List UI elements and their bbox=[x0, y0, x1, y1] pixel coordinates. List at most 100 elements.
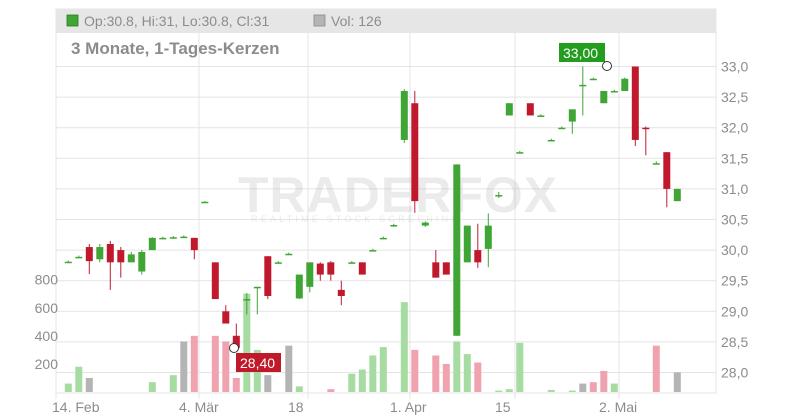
candle bbox=[463, 225, 471, 263]
volume-bar bbox=[673, 372, 681, 392]
candle bbox=[75, 255, 83, 259]
volume-bar bbox=[243, 293, 251, 392]
candle-body bbox=[558, 127, 566, 130]
candle bbox=[243, 292, 251, 315]
candle-body bbox=[117, 250, 125, 263]
date-tick-label: 2. Mai bbox=[599, 399, 637, 415]
volume-tick-label: 400 bbox=[35, 328, 59, 344]
candle-body bbox=[169, 237, 177, 239]
price-tick-label: 30,0 bbox=[721, 242, 748, 258]
candle bbox=[358, 262, 366, 275]
volume-bar bbox=[169, 375, 177, 392]
candle-body bbox=[631, 66, 639, 140]
price-tick-label: 31,0 bbox=[721, 181, 748, 197]
volume-bar bbox=[232, 377, 240, 392]
candle-body bbox=[463, 225, 471, 263]
volume-bar bbox=[369, 355, 377, 392]
volume-bar bbox=[474, 362, 482, 392]
traderfox-watermark: TRADERFOX REALTIME STOCK SCREENING bbox=[238, 167, 557, 224]
candle-body bbox=[285, 253, 293, 256]
candle-body bbox=[442, 262, 450, 275]
volume-bar bbox=[295, 386, 303, 392]
high-marker bbox=[602, 61, 612, 71]
candle bbox=[537, 114, 545, 117]
date-axis: 14. Feb 4. Mär 18 1. Apr 15 2. Mai bbox=[52, 399, 637, 415]
candle bbox=[169, 236, 177, 239]
candle bbox=[180, 235, 188, 239]
volume-bars bbox=[64, 293, 681, 392]
candle-body bbox=[537, 115, 545, 117]
volume-bar bbox=[411, 349, 419, 392]
candle bbox=[495, 191, 503, 199]
volume-bar bbox=[85, 377, 93, 392]
low-marker bbox=[229, 343, 239, 353]
candle bbox=[211, 262, 219, 300]
legend-band bbox=[56, 9, 716, 33]
candle bbox=[516, 150, 524, 154]
candle-body bbox=[379, 237, 387, 240]
high-callout-box bbox=[559, 43, 605, 62]
high-callout: 33,00 bbox=[559, 43, 612, 71]
candle bbox=[264, 256, 272, 300]
price-tick-label: 30,5 bbox=[721, 212, 748, 228]
volume-bar bbox=[610, 383, 618, 392]
candle bbox=[138, 250, 146, 275]
candle-body bbox=[274, 262, 282, 264]
candle bbox=[327, 261, 335, 281]
candle-body bbox=[673, 188, 681, 202]
volume-bar bbox=[264, 375, 272, 392]
price-tick-label: 31,5 bbox=[721, 150, 748, 166]
candle-body bbox=[526, 103, 534, 116]
candle bbox=[526, 103, 534, 116]
volume-bar bbox=[348, 373, 356, 392]
volume-bar bbox=[495, 390, 503, 392]
candle bbox=[600, 90, 608, 104]
candle-body bbox=[547, 139, 555, 142]
volume-bar bbox=[190, 335, 198, 392]
candle bbox=[106, 240, 114, 290]
candlesticks bbox=[64, 66, 681, 350]
volume-bar bbox=[568, 390, 576, 392]
candle bbox=[400, 89, 408, 143]
candle bbox=[316, 262, 324, 281]
candle bbox=[85, 243, 93, 274]
candle-body bbox=[390, 225, 398, 227]
volume-bar bbox=[211, 335, 219, 392]
price-tick-label: 32,5 bbox=[721, 89, 748, 105]
volume-bar bbox=[432, 355, 440, 392]
volume-bar bbox=[75, 366, 83, 392]
candle bbox=[148, 237, 156, 251]
candle-body bbox=[652, 163, 660, 165]
volume-tick-label: 800 bbox=[35, 272, 59, 288]
price-tick-label: 28,5 bbox=[721, 334, 748, 350]
candle-body bbox=[295, 274, 303, 299]
candle-body bbox=[358, 262, 366, 275]
candle bbox=[96, 243, 104, 263]
candle bbox=[190, 237, 198, 260]
volume-bar bbox=[453, 341, 461, 392]
candle-body bbox=[327, 262, 335, 275]
candle-body bbox=[190, 237, 198, 251]
candle-body bbox=[495, 195, 503, 197]
candle-body bbox=[474, 250, 482, 263]
candle bbox=[159, 236, 167, 240]
candle bbox=[64, 260, 72, 264]
candle bbox=[558, 126, 566, 130]
volume-bar bbox=[547, 389, 555, 392]
ohlc-legend: Op:30.8, Hi:31, Lo:30.8, Cl:31 bbox=[84, 13, 269, 29]
candle-body bbox=[600, 90, 608, 104]
candle bbox=[484, 213, 492, 268]
volume-tick-label: 200 bbox=[35, 356, 59, 372]
candle-body bbox=[516, 152, 524, 154]
candle-body bbox=[138, 251, 146, 272]
candle bbox=[579, 66, 587, 116]
volume-axis: 200 400 600 800 bbox=[35, 272, 59, 372]
candle-body bbox=[222, 311, 230, 324]
candle bbox=[453, 164, 461, 336]
volume-legend: Vol: 126 bbox=[331, 13, 382, 29]
candle-body bbox=[642, 127, 650, 130]
date-tick-label: 4. Mär bbox=[179, 399, 219, 415]
high-callout-label: 33,00 bbox=[563, 45, 598, 61]
volume-bar bbox=[400, 302, 408, 392]
